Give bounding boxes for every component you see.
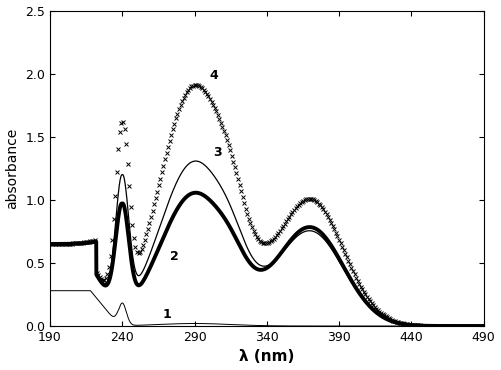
X-axis label: λ (nm): λ (nm) <box>239 349 295 364</box>
Text: 3: 3 <box>213 147 222 159</box>
Y-axis label: absorbance: absorbance <box>6 128 20 209</box>
Text: 2: 2 <box>170 250 179 263</box>
Text: 1: 1 <box>163 308 171 321</box>
Text: 4: 4 <box>209 70 218 83</box>
